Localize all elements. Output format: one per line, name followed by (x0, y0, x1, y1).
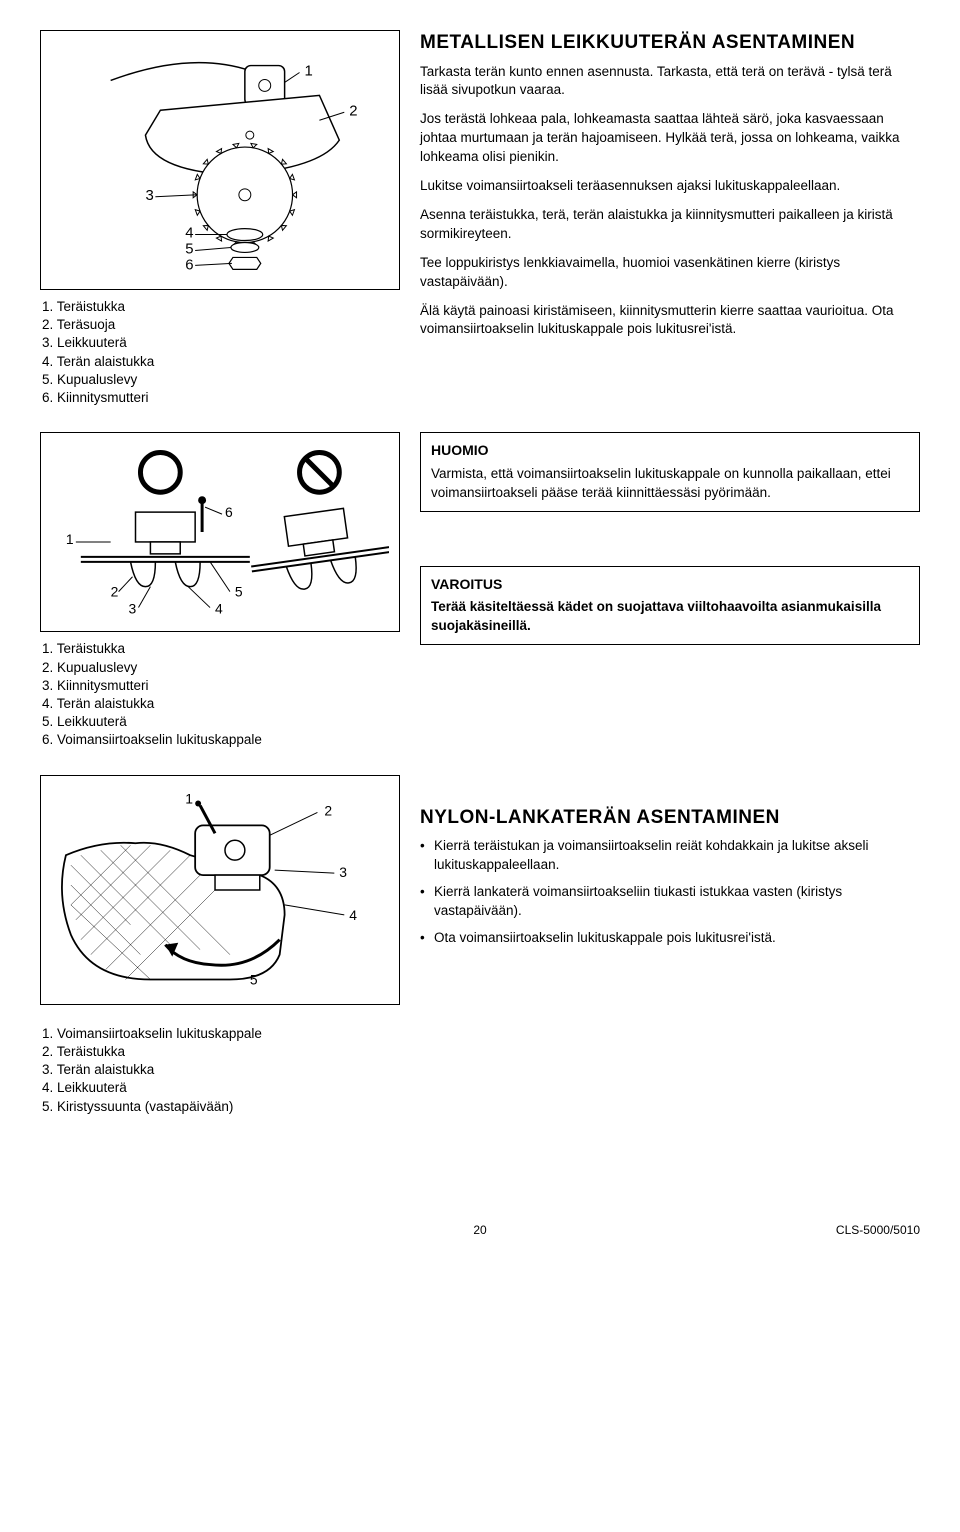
section-1-title: METALLISEN LEIKKUUTERÄN ASENTAMINEN (420, 30, 920, 57)
callout-varoitus: VAROITUS Terää käsiteltäessä kädet on su… (420, 566, 920, 645)
section-2-title: NYLON-LANKATERÄN ASENTAMINEN (420, 805, 920, 832)
list-item: 6. Voimansiirtoakselin lukituskappale (42, 731, 400, 749)
section-1-p4: Asenna teräistukka, terä, terän alaistuk… (420, 206, 920, 244)
svg-text:2: 2 (324, 802, 332, 818)
callout-varoitus-text: Terää käsiteltäessä kädet on suojattava … (431, 598, 909, 636)
callout-huomio: HUOMIO Varmista, että voimansiirtoakseli… (420, 432, 920, 511)
list-item: 5. Leikkuuterä (42, 713, 400, 731)
list-item: 4. Terän alaistukka (42, 353, 400, 371)
section-2-bullets: Kierrä teräistukan ja voimansiirtoakseli… (420, 837, 920, 947)
list-item: 5. Kiristyssuunta (vastapäivään) (42, 1098, 400, 1116)
svg-text:2: 2 (111, 584, 119, 600)
model-number: CLS-5000/5010 (836, 1222, 920, 1239)
list-item: 2. Kupualuslevy (42, 659, 400, 677)
svg-text:4: 4 (185, 226, 193, 242)
list-item: 2. Teräistukka (42, 1043, 400, 1061)
bullet-item: Kierrä teräistukan ja voimansiirtoakseli… (420, 837, 920, 875)
svg-text:5: 5 (250, 971, 258, 987)
figure-1-exploded-view: 1 2 3 4 5 6 (40, 30, 400, 290)
callout-varoitus-title: VAROITUS (431, 575, 909, 595)
list-item: 5. Kupualuslevy (42, 371, 400, 389)
svg-text:1: 1 (305, 64, 313, 80)
svg-text:3: 3 (129, 601, 137, 617)
figure-2-side-view: 1 2 3 4 5 6 (40, 432, 400, 632)
list-item: 4. Leikkuuterä (42, 1079, 400, 1097)
svg-text:2: 2 (349, 103, 357, 119)
list-item: 6. Kiinnitysmutteri (42, 389, 400, 407)
list-item: 3. Leikkuuterä (42, 334, 400, 352)
svg-text:1: 1 (185, 790, 193, 806)
section-1-p5: Tee loppukiristys lenkkiavaimella, huomi… (420, 254, 920, 292)
figure-1-parts-list: 1. Teräistukka 2. Teräsuoja 3. Leikkuute… (40, 298, 400, 407)
list-item: 1. Teräistukka (42, 640, 400, 658)
section-1-p2: Jos terästä lohkeaa pala, lohkeamasta sa… (420, 110, 920, 167)
page-footer: 20 CLS-5000/5010 (40, 1216, 920, 1239)
svg-text:4: 4 (349, 906, 357, 922)
figure-2-parts-list: 1. Teräistukka 2. Kupualuslevy 3. Kiinni… (40, 640, 400, 749)
figure-3-hand-tightening: 1 2 3 4 5 (40, 775, 400, 1005)
bullet-item: Kierrä lankaterä voimansiirtoakseliin ti… (420, 883, 920, 921)
svg-text:6: 6 (225, 504, 233, 520)
section-1-p3: Lukitse voimansiirtoakseli teräasennukse… (420, 177, 920, 196)
callout-huomio-title: HUOMIO (431, 441, 909, 461)
list-item: 4. Terän alaistukka (42, 695, 400, 713)
callout-huomio-text: Varmista, että voimansiirtoakselin lukit… (431, 465, 909, 503)
svg-text:3: 3 (145, 188, 153, 204)
page-number: 20 (473, 1222, 486, 1239)
svg-text:5: 5 (185, 241, 193, 257)
section-1-p6: Älä käytä painoasi kiristämiseen, kiinni… (420, 302, 920, 340)
list-item: 3. Terän alaistukka (42, 1061, 400, 1079)
svg-text:6: 6 (185, 257, 193, 273)
svg-text:1: 1 (66, 531, 74, 547)
svg-text:5: 5 (235, 584, 243, 600)
figure-3-parts-list: 1. Voimansiirtoakselin lukituskappale 2.… (40, 1025, 400, 1116)
section-1-p1: Tarkasta terän kunto ennen asennusta. Ta… (420, 63, 920, 101)
list-item: 3. Kiinnitysmutteri (42, 677, 400, 695)
svg-text:4: 4 (215, 601, 223, 617)
list-item: 2. Teräsuoja (42, 316, 400, 334)
bullet-item: Ota voimansiirtoakselin lukituskappale p… (420, 929, 920, 948)
list-item: 1. Teräistukka (42, 298, 400, 316)
svg-text:3: 3 (339, 864, 347, 880)
list-item: 1. Voimansiirtoakselin lukituskappale (42, 1025, 400, 1043)
